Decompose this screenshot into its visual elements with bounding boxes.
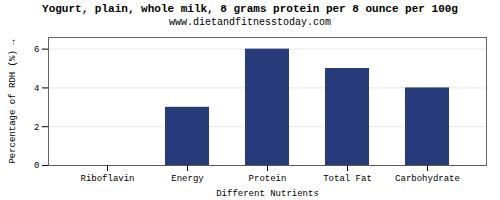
svg-text:Carbohydrate: Carbohydrate [395, 174, 460, 184]
svg-text:Total Fat: Total Fat [323, 174, 372, 184]
svg-text:0: 0 [34, 161, 39, 171]
svg-text:4: 4 [34, 84, 39, 94]
html-text:www.dietandfitnesstoday.com: www.dietandfitnesstoday.com [169, 17, 331, 28]
svg-text:Riboflavin: Riboflavin [80, 174, 134, 184]
svg-text:Energy: Energy [171, 174, 204, 184]
svg-text:Percentage of RDH (%) →: Percentage of RDH (%) → [8, 39, 18, 164]
svg-text:Different Nutrients: Different Nutrients [216, 189, 319, 199]
html-text:Yogurt, plain, whole milk, 8 g: Yogurt, plain, whole milk, 8 grams prote… [42, 3, 458, 15]
svg-text:2: 2 [34, 123, 39, 133]
svg-text:Protein: Protein [249, 174, 287, 184]
svg-text:6: 6 [34, 45, 39, 55]
